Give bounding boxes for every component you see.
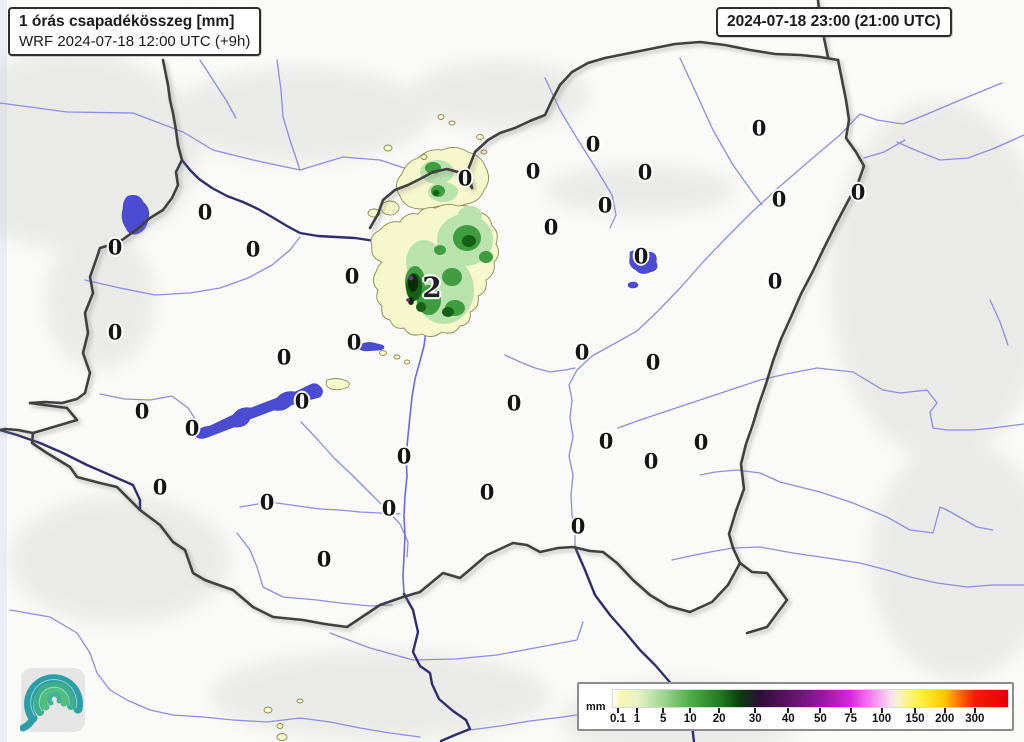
legend-tick-label: 0.1 [609,713,626,725]
product-title: 1 órás csapadékösszeg [mm] [19,13,235,30]
precipitation-legend: mm 0.1 1 5 10 20 30 40 50 75 100 150 200 300 [577,682,1014,731]
legend-tick-mark [849,708,852,713]
legend-tick-mark [880,708,883,713]
legend-tick-mark [754,708,757,713]
legend-tick-mark [689,708,692,713]
legend-tick-label: 300 [965,713,985,725]
valid-time-label: 2024-07-18 23:00 (21:00 UTC) [727,13,941,30]
lake-tisza [629,249,658,274]
legend-tick-label: 10 [683,713,697,725]
country-borders [0,0,866,635]
legend-tick-mark [636,708,638,713]
legend-tick-label: 5 [660,713,667,725]
model-run-label: WRF 2024-07-18 12:00 UTC (+9h) [19,32,251,50]
legend-tick-label: 50 [814,713,827,725]
legend-tick-mark [662,708,665,713]
valid-time-box: 2024-07-18 23:00 (21:00 UTC) [716,7,952,37]
legend-tick-label: 100 [871,713,892,725]
legend-tick-label: 200 [935,713,955,725]
legend-tick-label: 30 [748,713,762,725]
met-service-spiral-logo [20,668,85,732]
legend-tick-mark [943,708,946,713]
precipitation-shapes [263,114,499,741]
legend-tick-mark [913,708,916,713]
legend-tick-mark [819,708,822,713]
legend-tick-mark [718,708,721,713]
title-box: 1 órás csapadékösszeg [mm] WRF 2024-07-1… [8,7,262,57]
legend-tick-label: 20 [712,713,726,725]
lake-velence [357,342,385,352]
legend-tick-label: 40 [781,713,795,725]
legend-tick-label: 75 [844,713,857,725]
lake-balaton [194,383,323,439]
legend-tick-mark [616,708,619,713]
rivers-minor [0,57,1024,738]
legend-tick-label: 1 [633,713,641,725]
legend-tick-label: 150 [905,713,925,725]
legend-tick-mark [973,708,976,713]
legend-colorbar [612,689,1009,708]
legend-unit-label: mm [586,701,606,713]
legend-tick-mark [787,708,790,713]
